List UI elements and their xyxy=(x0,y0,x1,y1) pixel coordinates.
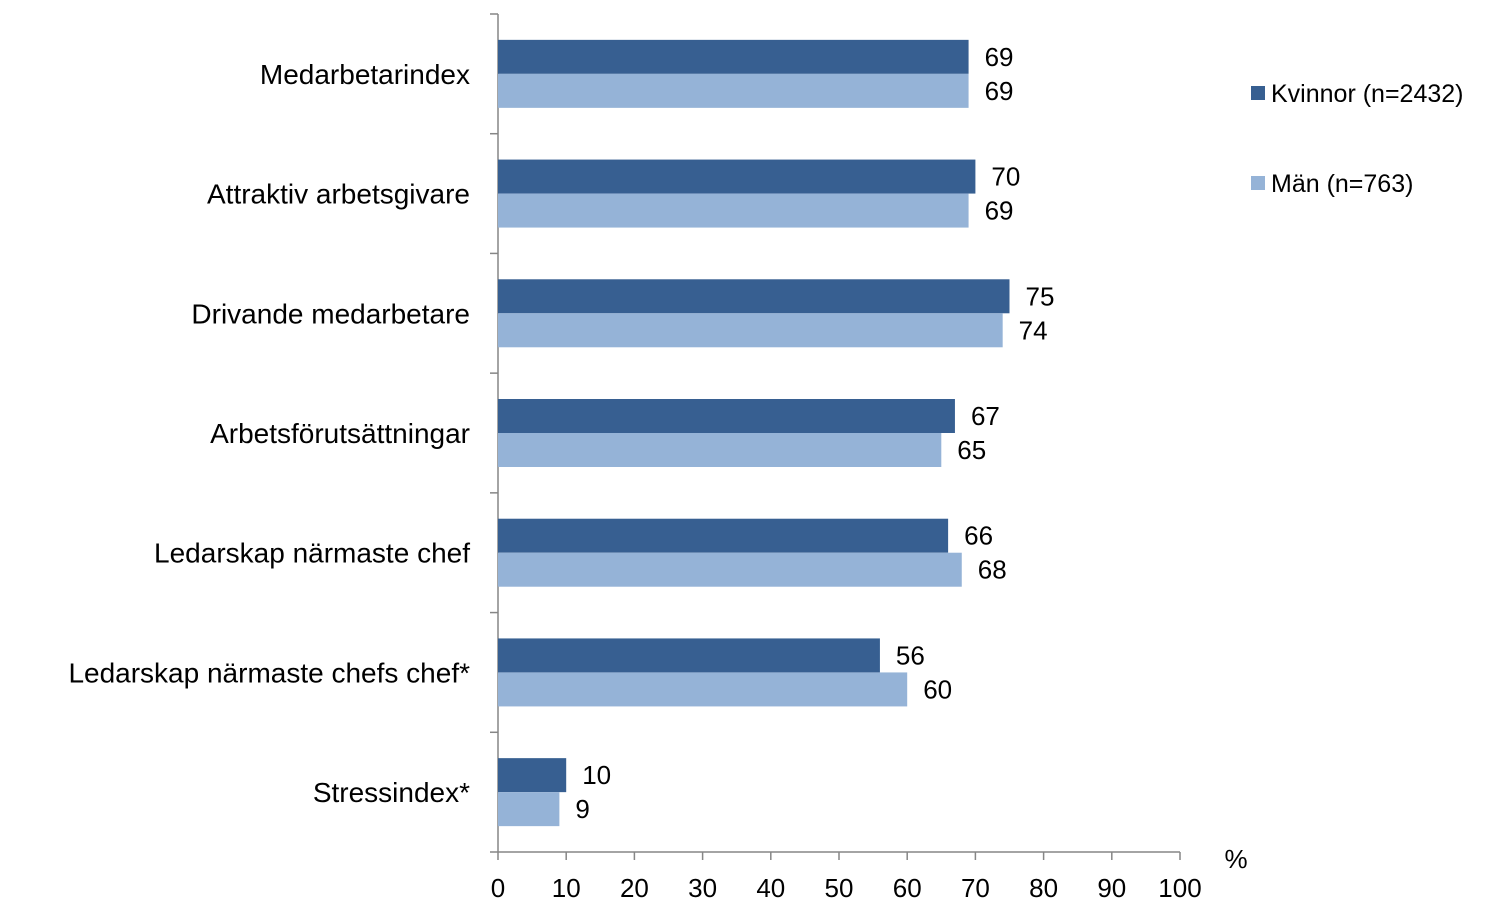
x-tick-label-20: 20 xyxy=(620,873,649,900)
bar-kvinnor-n-2432-ledarskap-narmaste-chef xyxy=(498,518,949,553)
value-label-kvinnor-n-2432-ledarskap-narmaste-chef: 66 xyxy=(964,521,993,551)
category-label-drivande-medarbetare: Drivande medarbetare xyxy=(191,298,470,329)
value-label-man-n-763-ledarskap-narmaste-chef: 68 xyxy=(978,555,1007,585)
bar-man-n-763-attraktiv-arbetsgivare xyxy=(498,193,969,228)
value-label-kvinnor-n-2432-attraktiv-arbetsgivare: 70 xyxy=(991,162,1020,192)
value-label-kvinnor-n-2432-medarbetarindex: 69 xyxy=(985,42,1014,72)
bar-man-n-763-arbetsforutsattningar xyxy=(498,433,942,467)
bar-man-n-763-ledarskap-narmaste-chefs-chef xyxy=(498,672,908,707)
category-label-ledarskap-narmaste-chefs-chef: Ledarskap närmaste chefs chef* xyxy=(68,657,470,688)
x-tick-label-90: 90 xyxy=(1097,873,1126,900)
x-tick-labels: 0 10 20 30 40 50 60 70 80 90 100 xyxy=(491,873,1202,900)
x-tick-label-40: 40 xyxy=(756,873,785,900)
x-tick-label-30: 30 xyxy=(688,873,717,900)
legend-swatch-man-n-763 xyxy=(1251,176,1265,190)
value-label-man-n-763-drivande-medarbetare: 74 xyxy=(1019,315,1048,345)
legend: Kvinnor (n=2432) Män (n=763) xyxy=(1251,80,1463,198)
legend-label-kvinnor-n-2432: Kvinnor (n=2432) xyxy=(1271,80,1463,108)
category-label-arbetsforutsattningar: Arbetsförutsättningar xyxy=(210,418,470,449)
value-label-kvinnor-n-2432-arbetsforutsattningar: 67 xyxy=(971,401,1000,431)
x-tick-label-0: 0 xyxy=(491,873,505,900)
value-label-kvinnor-n-2432-ledarskap-narmaste-chefs-chef: 56 xyxy=(896,640,925,670)
bar-kvinnor-n-2432-ledarskap-narmaste-chefs-chef xyxy=(498,638,880,673)
bar-kvinnor-n-2432-drivande-medarbetare xyxy=(498,279,1010,314)
x-tick-label-10: 10 xyxy=(552,873,581,900)
bar-kvinnor-n-2432-medarbetarindex xyxy=(498,39,969,74)
x-tick-label-100: 100 xyxy=(1158,873,1201,900)
x-axis-label: % xyxy=(1224,844,1247,874)
category-label-attraktiv-arbetsgivare: Attraktiv arbetsgivare xyxy=(207,179,470,210)
value-label-man-n-763-arbetsforutsattningar: 65 xyxy=(957,435,986,465)
value-label-kvinnor-n-2432-drivande-medarbetare: 75 xyxy=(1026,281,1055,311)
x-tick-label-60: 60 xyxy=(893,873,922,900)
bar-kvinnor-n-2432-attraktiv-arbetsgivare xyxy=(498,159,976,194)
value-label-man-n-763-medarbetarindex: 69 xyxy=(985,76,1014,106)
category-label-stressindex: Stressindex* xyxy=(313,777,470,808)
legend-swatch-kvinnor-n-2432 xyxy=(1251,86,1265,100)
bar-man-n-763-stressindex xyxy=(498,792,560,827)
value-label-man-n-763-stressindex: 9 xyxy=(575,794,589,824)
x-tick-label-70: 70 xyxy=(961,873,990,900)
bar-man-n-763-ledarskap-narmaste-chef xyxy=(498,552,962,587)
bar-kvinnor-n-2432-stressindex xyxy=(498,758,567,793)
x-tick-label-80: 80 xyxy=(1029,873,1058,900)
bar-man-n-763-drivande-medarbetare xyxy=(498,313,1003,348)
category-label-medarbetarindex: Medarbetarindex xyxy=(260,59,470,90)
legend-label-man-n-763: Män (n=763) xyxy=(1271,170,1413,198)
value-label-man-n-763-attraktiv-arbetsgivare: 69 xyxy=(985,196,1014,226)
value-label-man-n-763-ledarskap-narmaste-chefs-chef: 60 xyxy=(923,674,952,704)
value-labels: 69 69 70 69 75 74 67 65 66 68 56 60 10 9 xyxy=(575,42,1054,824)
bar-man-n-763-medarbetarindex xyxy=(498,73,969,108)
category-label-ledarskap-narmaste-chef: Ledarskap närmaste chef xyxy=(154,538,470,569)
bar-kvinnor-n-2432-arbetsforutsattningar xyxy=(498,399,955,433)
value-label-kvinnor-n-2432-stressindex: 10 xyxy=(582,760,611,790)
x-tick-label-50: 50 xyxy=(825,873,854,900)
category-labels: Medarbetarindex Attraktiv arbetsgivare Dri… xyxy=(68,59,470,808)
chart-bars xyxy=(498,39,1010,827)
